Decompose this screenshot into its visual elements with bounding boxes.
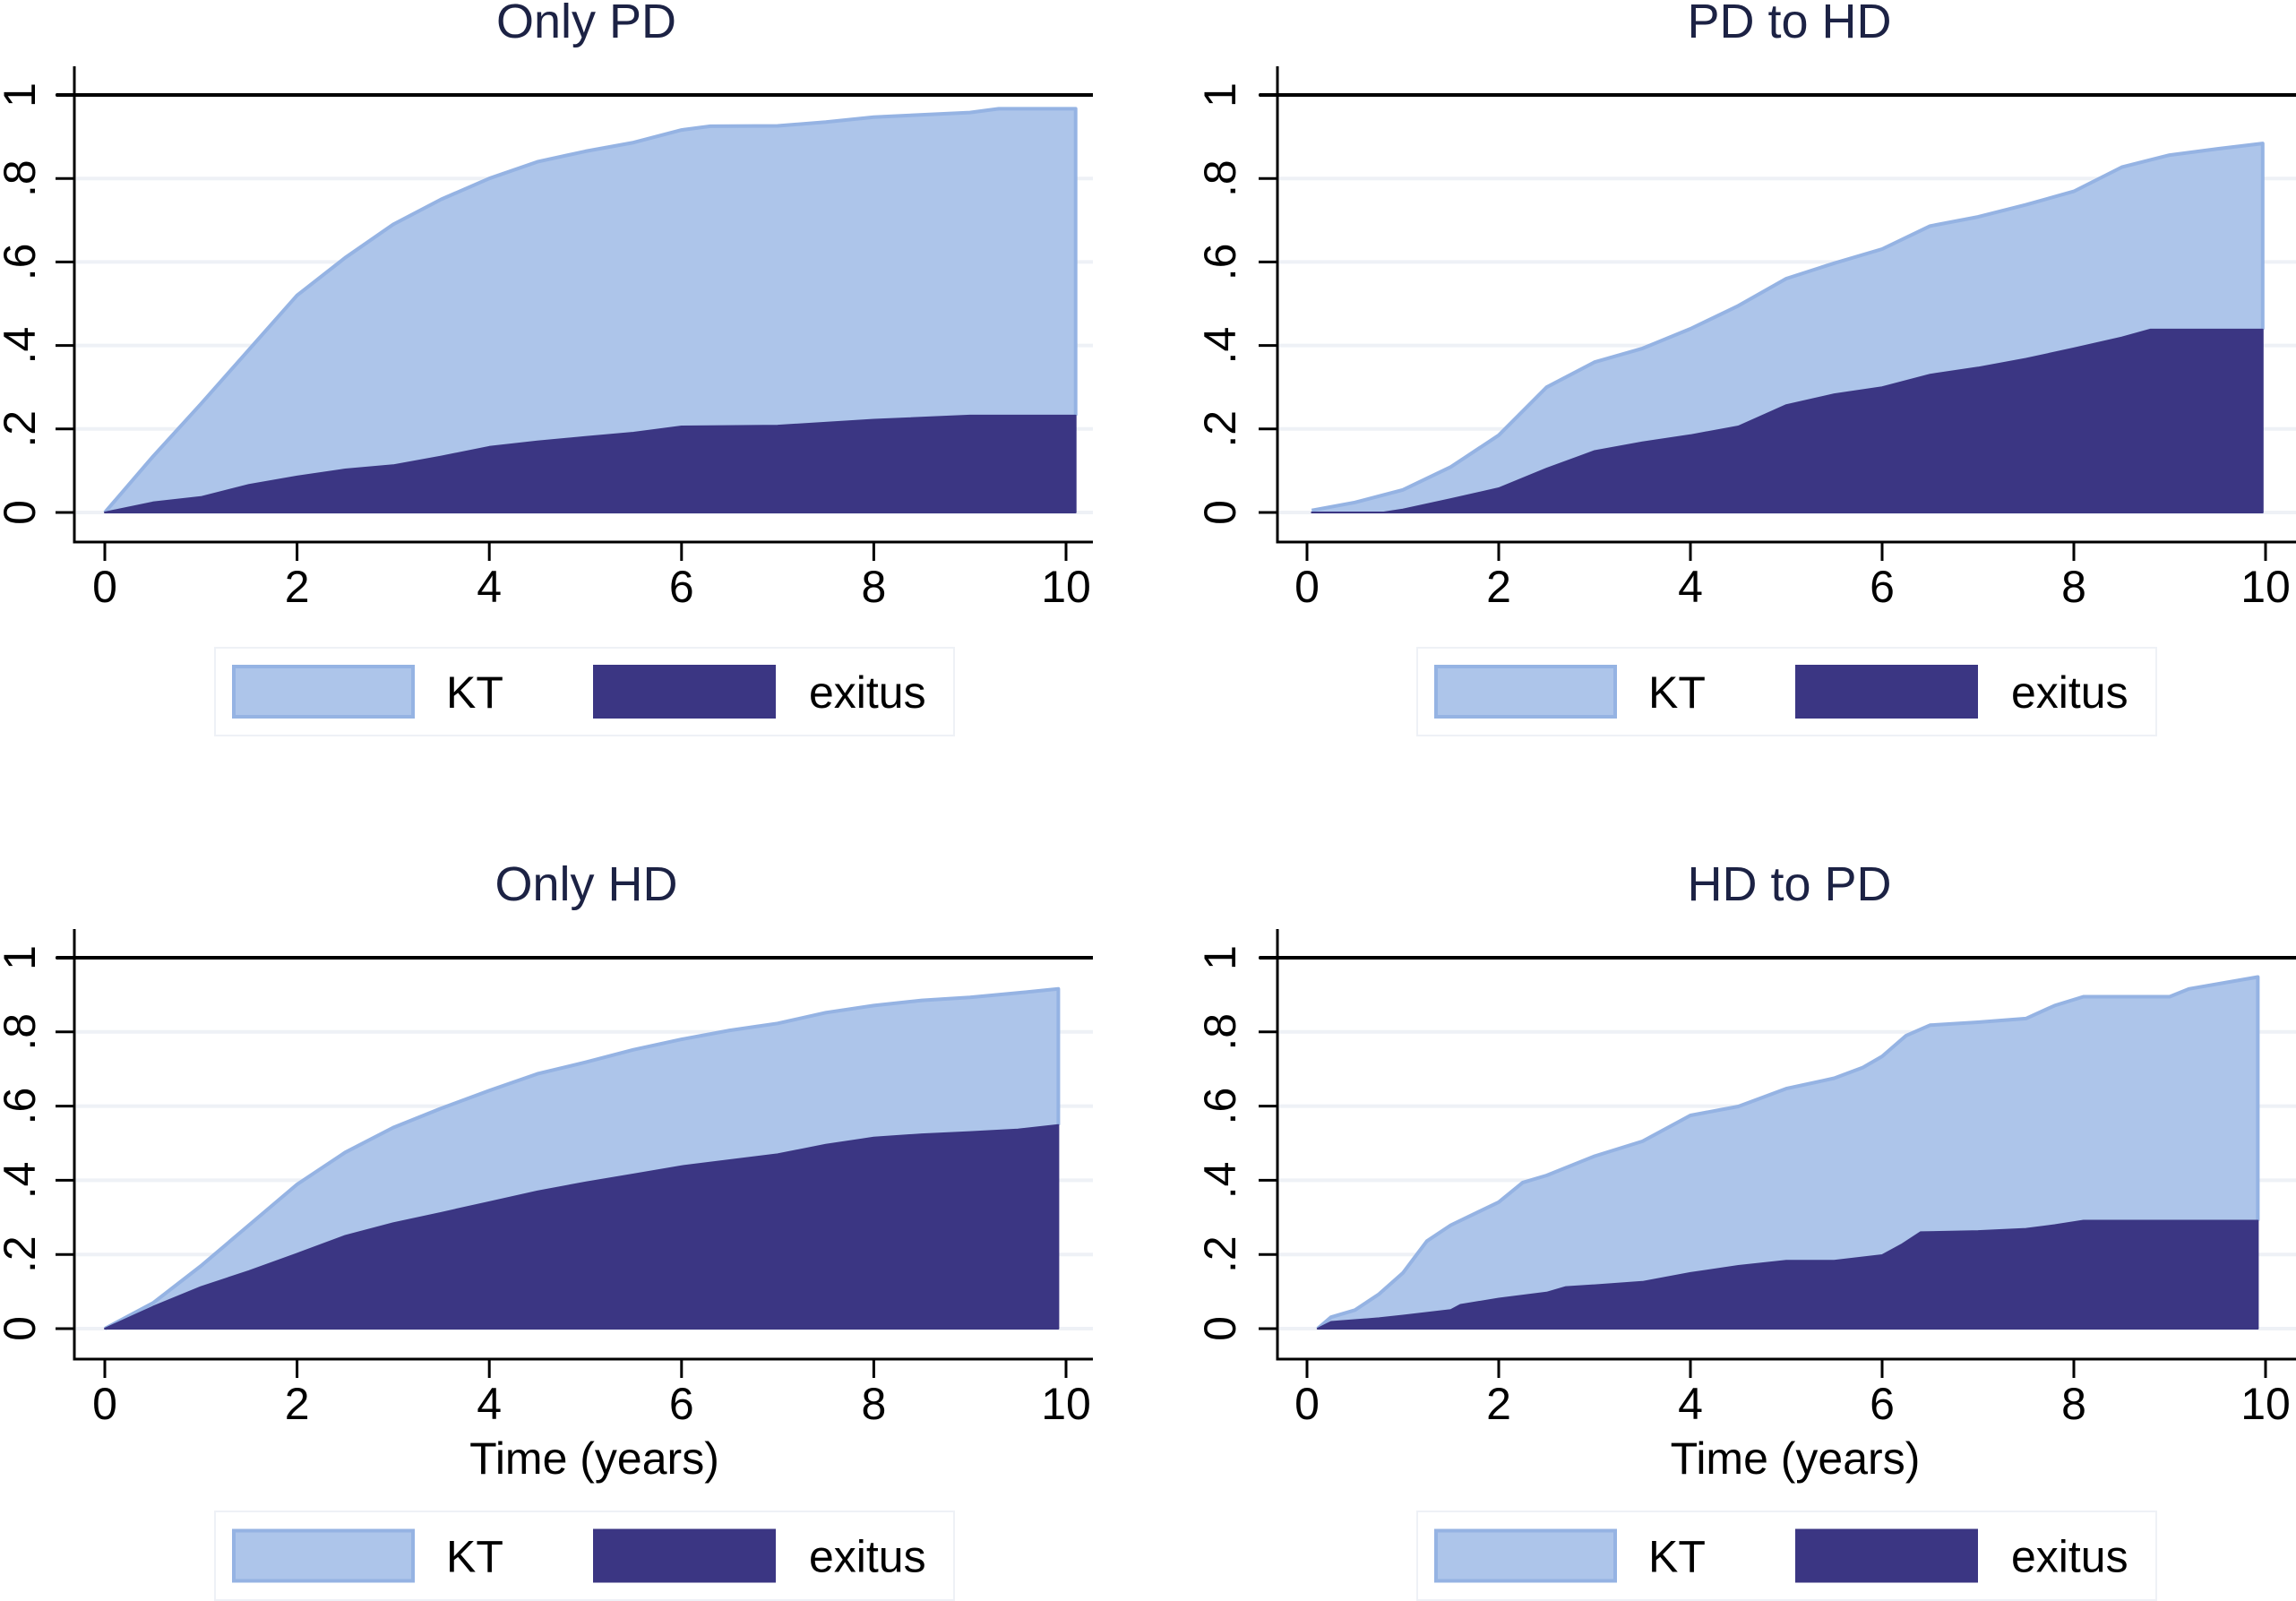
y-tick-label: .4: [0, 327, 45, 365]
legend-swatch-exitus: [1795, 665, 1978, 719]
y-tick-label: .4: [0, 1162, 45, 1200]
legend-label-exitus: exitus: [809, 1532, 926, 1582]
x-tick-label: 6: [1870, 1379, 1895, 1429]
y-tick-label: .2: [1195, 410, 1245, 448]
legend: KT exitus: [214, 647, 955, 736]
y-tick-label: .8: [1195, 1013, 1245, 1051]
x-tick-label: 0: [92, 1379, 117, 1429]
panel-title: PD to HD: [1687, 0, 1891, 48]
legend-label-exitus: exitus: [809, 667, 926, 718]
y-tick-label: .8: [0, 159, 45, 197]
area-kt-edge: [1316, 975, 2260, 1330]
x-tick-label: 2: [1486, 562, 1511, 612]
legend-label-exitus: exitus: [2011, 1532, 2128, 1582]
legend-label-kt: KT: [446, 1532, 503, 1582]
panel-title: Only HD: [494, 857, 677, 911]
area-kt: [105, 988, 1059, 1329]
x-tick-label: 6: [669, 1379, 694, 1429]
panel-title: Only PD: [496, 0, 676, 48]
x-tick-label: 4: [477, 562, 502, 612]
area-kt-edge: [104, 986, 1061, 1330]
y-tick-label: .8: [1195, 159, 1245, 197]
x-tick-label: 6: [669, 562, 694, 612]
x-tick-label: 0: [92, 562, 117, 612]
y-tick-label: 1: [1195, 82, 1245, 108]
y-tick-label: .2: [1195, 1235, 1245, 1273]
y-tick-label: .2: [0, 410, 45, 448]
y-tick-label: 0: [0, 500, 45, 525]
area-kt: [1311, 143, 2263, 512]
x-tick-label: 8: [861, 1379, 886, 1429]
legend-swatch-kt: [1434, 665, 1617, 719]
x-tick-label: 0: [1294, 1379, 1320, 1429]
area-kt: [105, 108, 1076, 513]
x-tick-label: 10: [2240, 1379, 2291, 1429]
legend-swatch-exitus: [593, 1528, 776, 1583]
x-tick-label: 6: [1870, 562, 1895, 612]
y-tick-label: .6: [0, 1088, 45, 1125]
y-tick-label: .4: [1195, 1162, 1245, 1200]
x-tick-label: 0: [1294, 562, 1320, 612]
y-tick-label: .6: [1195, 1088, 1245, 1125]
x-tick-label: 4: [477, 1379, 502, 1429]
x-tick-label: 8: [2061, 1379, 2086, 1429]
legend-label-kt: KT: [1648, 667, 1706, 718]
legend-swatch-kt: [232, 665, 415, 719]
x-axis-title: Time (years): [1671, 1433, 1921, 1484]
y-tick-label: 1: [0, 945, 45, 970]
legend-swatch-kt: [232, 1528, 415, 1583]
y-tick-label: .6: [0, 244, 45, 281]
x-tick-label: 10: [1041, 562, 1091, 612]
x-tick-label: 10: [2240, 562, 2291, 612]
legend-swatch-exitus: [1795, 1528, 1978, 1583]
legend-label-kt: KT: [1648, 1532, 1706, 1582]
y-tick-label: .6: [1195, 244, 1245, 281]
panel-title: HD to PD: [1687, 857, 1891, 911]
legend-label-kt: KT: [446, 667, 503, 718]
legend: KT exitus: [1416, 1511, 2157, 1601]
x-tick-label: 8: [2061, 562, 2086, 612]
legend-label-exitus: exitus: [2011, 667, 2128, 718]
y-tick-label: .2: [0, 1235, 45, 1273]
y-tick-label: 1: [1195, 945, 1245, 970]
x-tick-label: 2: [285, 1379, 310, 1429]
y-tick-label: 0: [0, 1316, 45, 1341]
y-tick-label: 0: [1195, 1316, 1245, 1341]
x-tick-label: 4: [1678, 1379, 1703, 1429]
area-exitus: [104, 414, 1077, 513]
legend: KT exitus: [214, 1511, 955, 1601]
legend: KT exitus: [1416, 647, 2157, 736]
area-exitus: [104, 1123, 1060, 1330]
x-axis-title: Time (years): [469, 1433, 719, 1484]
area-kt-edge: [103, 107, 1078, 514]
area-exitus: [1316, 1219, 2259, 1330]
legend-swatch-exitus: [593, 665, 776, 719]
x-tick-label: 2: [1486, 1379, 1511, 1429]
x-tick-label: 10: [1041, 1379, 1091, 1429]
x-tick-label: 2: [285, 562, 310, 612]
area-kt-edge: [1311, 142, 2265, 512]
x-tick-label: 8: [861, 562, 886, 612]
y-tick-label: .4: [1195, 327, 1245, 365]
x-tick-label: 4: [1678, 562, 1703, 612]
y-tick-label: .8: [0, 1013, 45, 1051]
y-tick-label: 1: [0, 82, 45, 108]
legend-swatch-kt: [1434, 1528, 1617, 1583]
y-tick-label: 0: [1195, 500, 1245, 525]
area-kt: [1317, 977, 2258, 1329]
area-exitus: [1311, 328, 2264, 513]
